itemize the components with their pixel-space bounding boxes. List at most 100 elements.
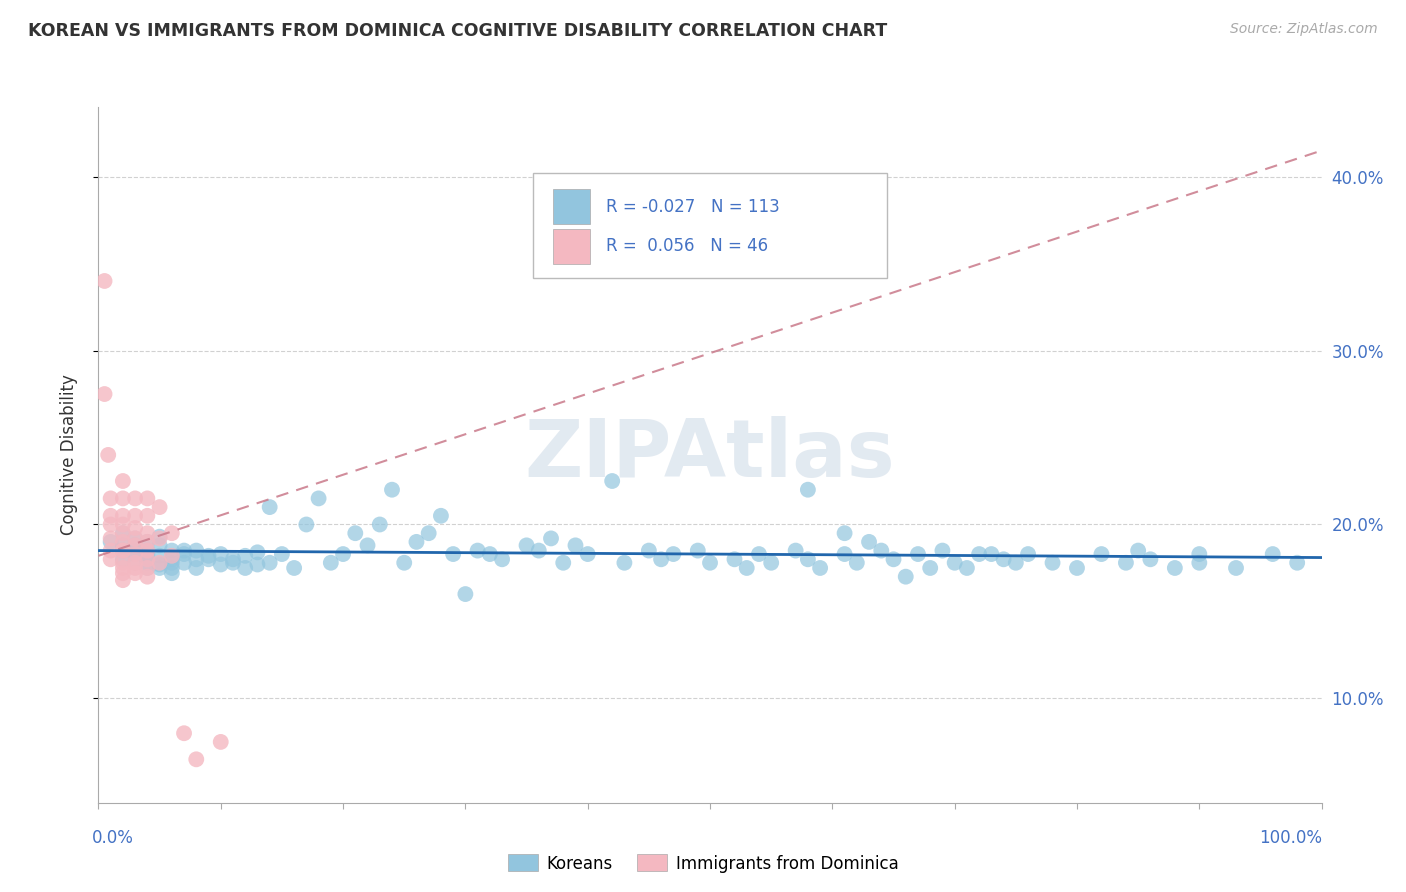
Point xyxy=(1164,561,1187,575)
Point xyxy=(222,556,245,570)
Point xyxy=(1042,556,1064,570)
Point xyxy=(808,561,831,575)
Point xyxy=(748,547,770,561)
Point xyxy=(100,517,122,532)
Point xyxy=(186,561,208,575)
Point xyxy=(111,517,134,532)
Point xyxy=(980,547,1002,561)
Point xyxy=(111,566,134,581)
Point xyxy=(441,547,464,561)
Point xyxy=(149,558,172,572)
Point xyxy=(662,547,685,561)
Point xyxy=(931,543,953,558)
Point xyxy=(160,552,183,566)
Point xyxy=(100,532,122,546)
Point xyxy=(136,547,159,561)
Point xyxy=(870,543,893,558)
Point xyxy=(100,543,122,558)
Point xyxy=(650,552,672,566)
Text: 0.0%: 0.0% xyxy=(93,829,134,847)
Point xyxy=(761,556,783,570)
Point xyxy=(845,556,868,570)
Point xyxy=(186,752,208,766)
Legend: Koreans, Immigrants from Dominica: Koreans, Immigrants from Dominica xyxy=(501,847,905,880)
Point xyxy=(270,547,294,561)
Point xyxy=(136,508,159,523)
Point xyxy=(111,556,134,570)
Point xyxy=(100,534,122,549)
Point xyxy=(246,558,269,572)
Point xyxy=(136,526,159,541)
Point xyxy=(553,556,575,570)
Text: 100.0%: 100.0% xyxy=(1258,829,1322,847)
Point xyxy=(454,587,477,601)
Point xyxy=(356,538,378,552)
Point xyxy=(136,534,159,549)
Point xyxy=(160,566,183,581)
Point xyxy=(149,561,172,575)
Point xyxy=(173,726,195,740)
Point xyxy=(124,508,146,523)
Point xyxy=(124,532,146,546)
Point xyxy=(136,570,159,584)
Point xyxy=(1261,547,1284,561)
Point xyxy=(209,735,232,749)
Point xyxy=(943,556,966,570)
Point xyxy=(368,517,391,532)
Point xyxy=(1286,556,1309,570)
FancyBboxPatch shape xyxy=(554,228,591,263)
Point xyxy=(209,547,232,561)
Point xyxy=(197,552,219,566)
FancyBboxPatch shape xyxy=(533,173,887,277)
Point xyxy=(527,543,550,558)
Point xyxy=(834,547,856,561)
Point xyxy=(149,532,172,546)
Point xyxy=(259,556,281,570)
Point xyxy=(124,532,146,546)
Point xyxy=(381,483,404,497)
Y-axis label: Cognitive Disability: Cognitive Disability xyxy=(59,375,77,535)
Point xyxy=(111,526,134,541)
Point xyxy=(93,387,115,401)
Point xyxy=(797,483,820,497)
Point xyxy=(111,552,134,566)
Point xyxy=(197,549,219,563)
Point xyxy=(1017,547,1039,561)
Point xyxy=(124,538,146,552)
Point xyxy=(209,558,232,572)
Point xyxy=(405,534,427,549)
Point xyxy=(111,538,134,552)
Point xyxy=(111,561,134,575)
Point xyxy=(1115,556,1137,570)
Point xyxy=(564,538,586,552)
Point xyxy=(173,547,195,561)
Point xyxy=(858,534,880,549)
Point xyxy=(124,491,146,506)
Point xyxy=(956,561,979,575)
Point xyxy=(600,474,623,488)
Point xyxy=(124,556,146,570)
Point xyxy=(295,517,318,532)
Point xyxy=(1128,543,1150,558)
Point xyxy=(160,549,183,563)
Point xyxy=(136,561,159,575)
Point xyxy=(920,561,942,575)
Point xyxy=(894,570,917,584)
Point xyxy=(136,556,159,570)
Point xyxy=(834,526,856,541)
Point xyxy=(392,556,416,570)
Point xyxy=(246,545,269,559)
Text: R = -0.027   N = 113: R = -0.027 N = 113 xyxy=(606,197,780,216)
Point xyxy=(883,552,905,566)
Point xyxy=(136,543,159,558)
Point xyxy=(186,543,208,558)
Point xyxy=(186,552,208,566)
Point xyxy=(93,274,115,288)
Point xyxy=(100,491,122,506)
Point xyxy=(136,561,159,575)
Point xyxy=(430,508,453,523)
Point xyxy=(124,543,146,558)
Point xyxy=(111,543,134,558)
Point xyxy=(136,552,159,566)
Point xyxy=(491,552,513,566)
